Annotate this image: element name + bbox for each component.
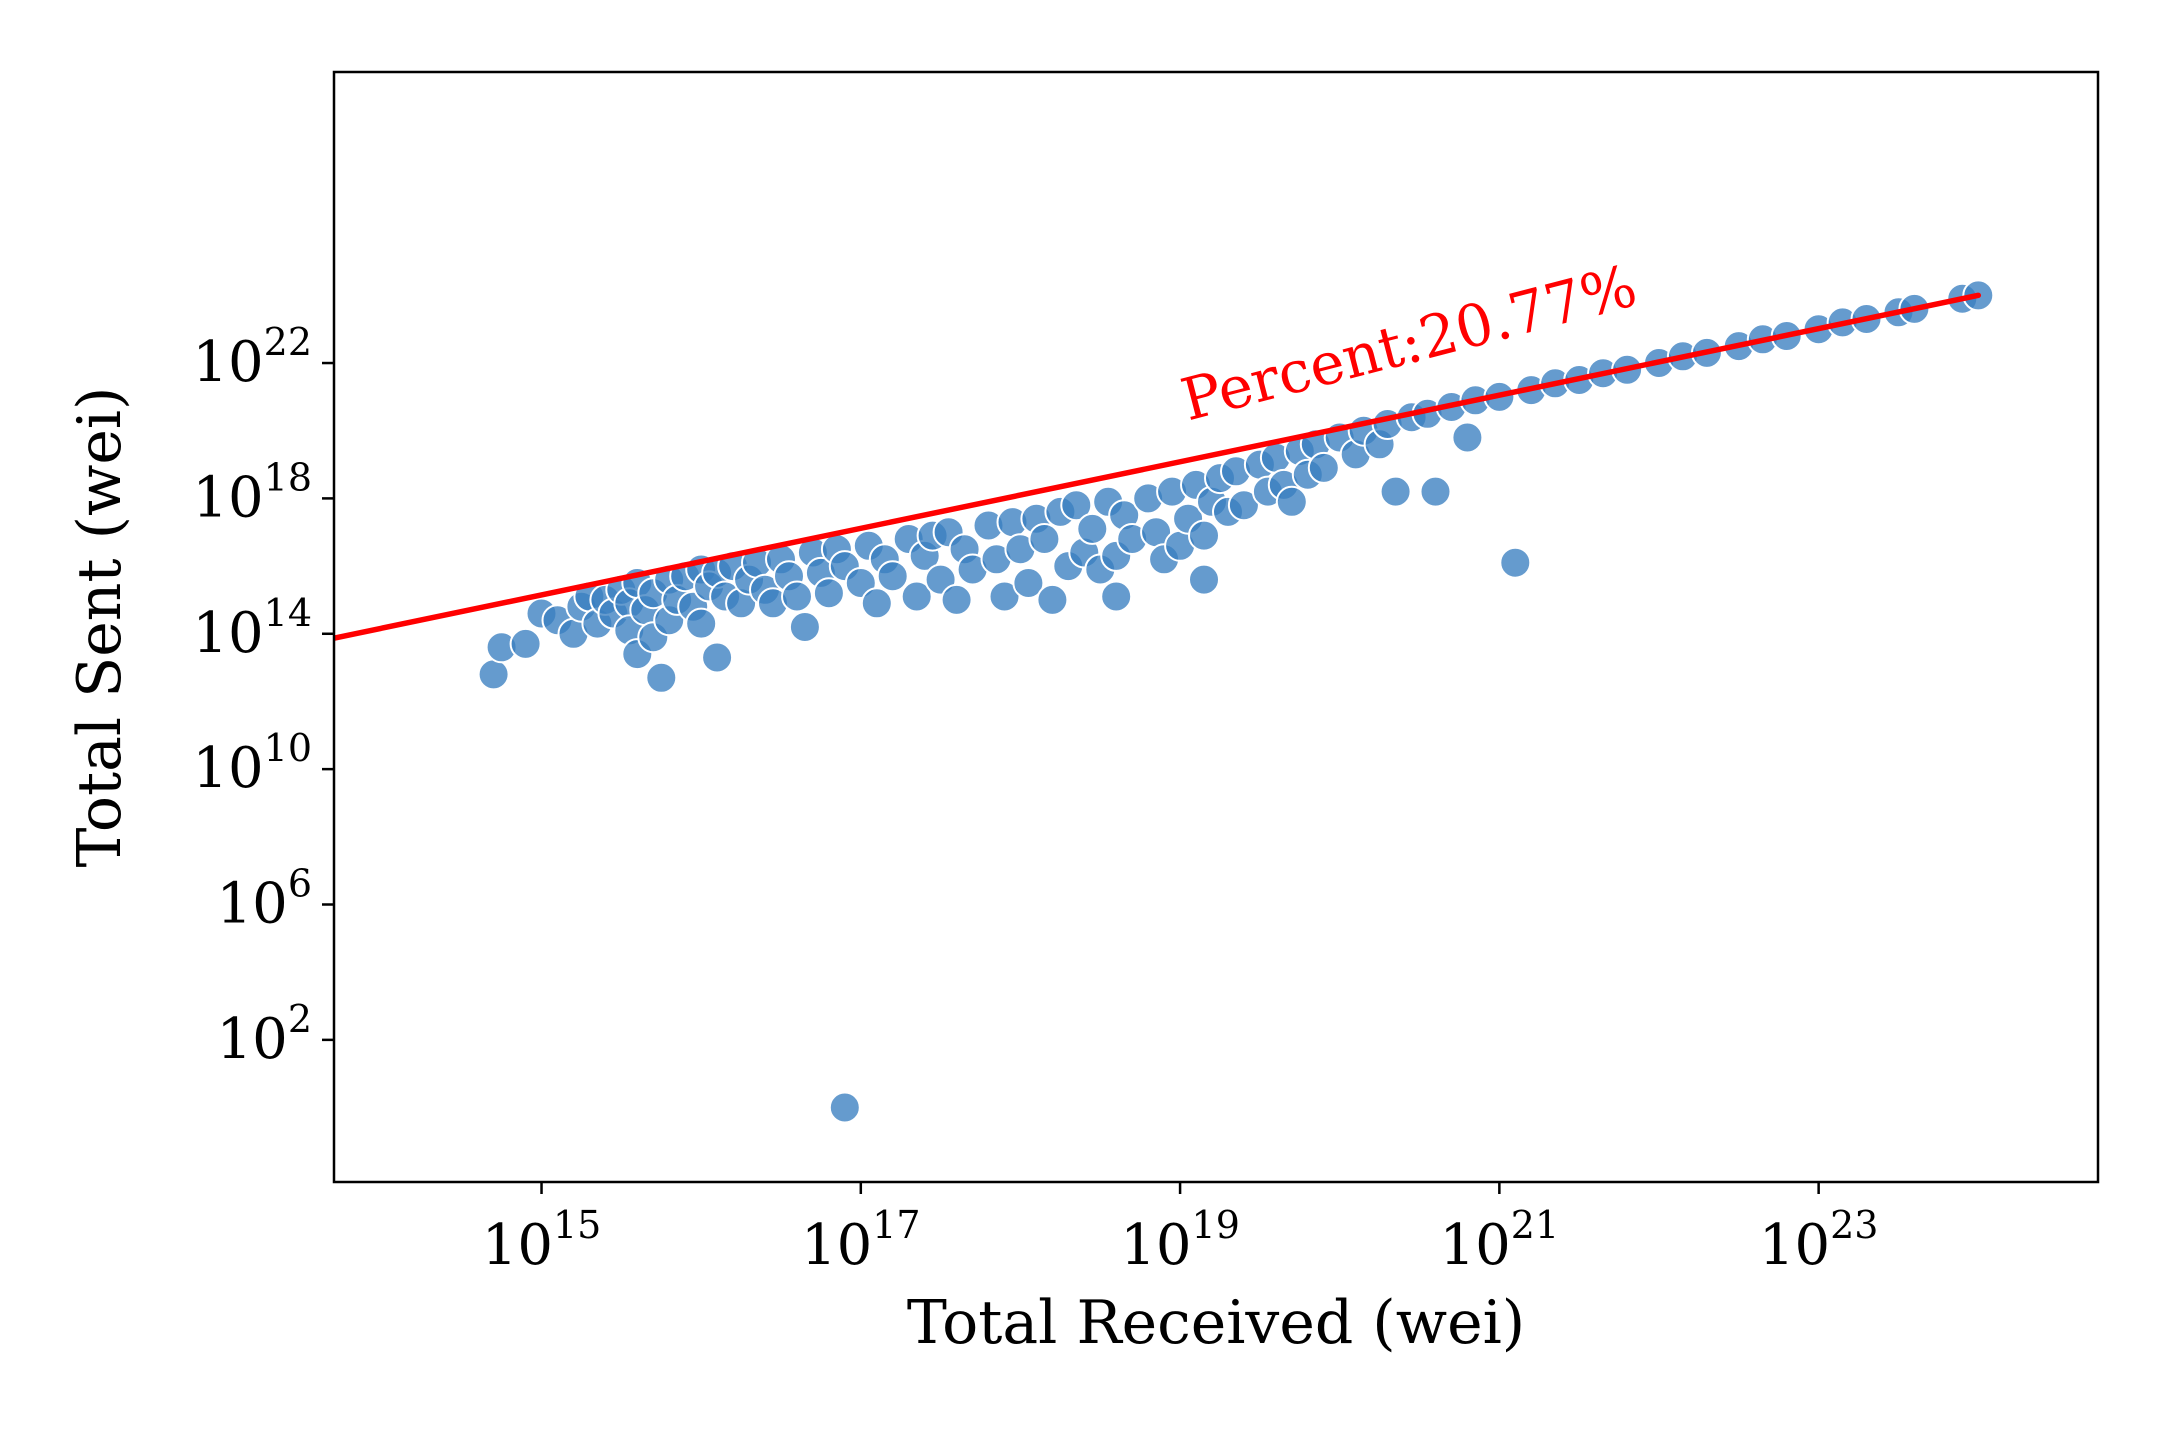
scatter-point (1419, 475, 1452, 508)
trend-line-group (334, 292, 1982, 641)
scatter-point (1275, 485, 1308, 518)
scatter-point (988, 580, 1021, 613)
scatter-point (509, 627, 542, 660)
scatter-point (900, 580, 933, 613)
scatter-point (1379, 475, 1412, 508)
scatter-point (1100, 580, 1133, 613)
scatter-point (940, 583, 973, 616)
x-tick-label: 1023 (1759, 1203, 1879, 1278)
scatter-point (1451, 421, 1484, 454)
trend-line (334, 292, 1982, 641)
scatter-point (788, 611, 821, 643)
x-tick-label: 1015 (482, 1203, 602, 1278)
x-tick-label: 1021 (1440, 1203, 1560, 1278)
scatter-point (685, 607, 718, 640)
x-axis-label: Total Received (wei) (907, 1288, 1525, 1358)
plot-frame (332, 70, 2100, 1184)
scatter-point (1060, 489, 1093, 522)
scatter-point (1307, 451, 1340, 484)
scatter-point (1028, 523, 1061, 555)
y-tick-label: 102 (217, 997, 312, 1072)
scatter-point (645, 661, 678, 694)
y-tick-label: 1022 (192, 320, 312, 395)
y-axis-label: Total Sent (wei) (65, 387, 135, 868)
scatter-point (1188, 519, 1220, 552)
y-tick-label: 1010 (192, 726, 312, 801)
y-tick-label: 1014 (192, 591, 312, 666)
scatter-point (477, 658, 510, 691)
y-tick-label: 1018 (192, 455, 312, 530)
scatter-point (876, 560, 909, 593)
scatter-point (1012, 567, 1045, 599)
scatter-point (1036, 583, 1069, 616)
scatter-points (477, 279, 1995, 1124)
scatter-point (812, 577, 845, 610)
x-tick-label: 1017 (801, 1203, 921, 1278)
x-axis-ticks: 1015 1017 1019 1021 1023 (482, 1182, 1879, 1278)
y-tick-label: 106 (217, 862, 312, 937)
scatter-point (860, 587, 893, 620)
scatter-point (1076, 512, 1109, 545)
scatter-point (1499, 546, 1532, 579)
x-tick-label: 1019 (1120, 1203, 1240, 1278)
scatter-point (828, 1091, 861, 1124)
scatter-point (1227, 489, 1260, 522)
scatter-point (781, 580, 813, 613)
scatter-point (701, 641, 734, 674)
scatter-point (1188, 563, 1220, 596)
y-axis-ticks: 102 106 1010 1014 1018 1022 (192, 320, 334, 1072)
